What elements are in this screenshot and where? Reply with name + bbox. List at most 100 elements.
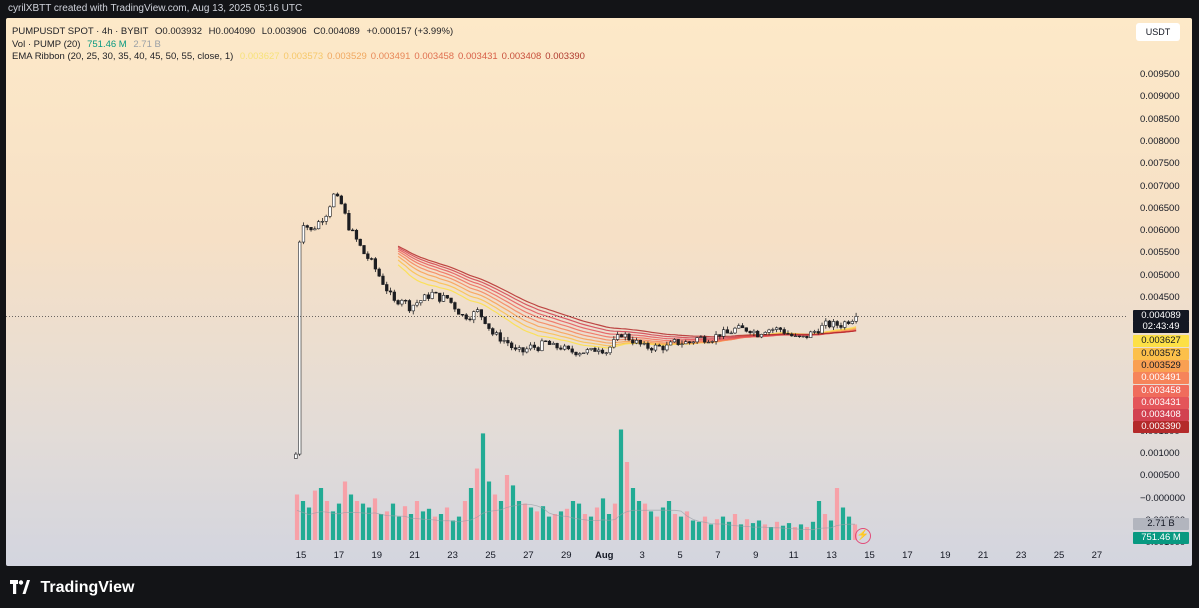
volume-bar [492, 494, 498, 540]
date-tick-label: 25 [1053, 550, 1065, 561]
candle-down [627, 333, 631, 341]
candle-up [653, 344, 658, 351]
volume-tag: 751.46 M [1133, 532, 1189, 544]
candle-down [479, 309, 483, 318]
candle-up [854, 316, 858, 322]
volume-bar [348, 494, 354, 540]
candle-up [812, 331, 817, 333]
candle-down [816, 331, 820, 334]
candle-down [827, 320, 832, 328]
date-tick-label: 13 [826, 550, 837, 561]
price-tick-label: 0.008000 [1140, 135, 1180, 147]
candle-down [396, 300, 400, 305]
candle-up [597, 349, 601, 352]
candle-up [422, 294, 427, 301]
candle-up [680, 343, 684, 345]
candle-up [472, 311, 476, 321]
volume-bar [654, 516, 660, 540]
volume-bar [672, 514, 678, 540]
price-tick-label: 0.009500 [1140, 69, 1180, 80]
candle-up [616, 334, 620, 340]
last-price-tag: 0.004089 [1133, 310, 1189, 323]
price-chart-svg[interactable] [6, 18, 1192, 566]
candle-up [843, 321, 847, 328]
currency-unit-badge[interactable]: USDT [1136, 23, 1180, 41]
volume-bar [408, 514, 414, 540]
candle-down [449, 297, 453, 303]
volume-bar [642, 503, 648, 540]
volume-bar [414, 501, 420, 540]
candle-down [638, 339, 642, 345]
date-tick-label: 27 [1091, 550, 1103, 561]
legend-ema-value: 0.003458 [414, 51, 455, 62]
candle-down [703, 336, 707, 343]
date-tick-label: 23 [447, 550, 458, 561]
candle-down [457, 308, 461, 315]
candle-up [763, 332, 767, 335]
volume-bar [696, 521, 702, 540]
ema-price-tag: 0.003627 [1133, 335, 1189, 348]
legend-ema-value: 0.003390 [545, 51, 585, 62]
candle-up [419, 300, 423, 304]
date-tick-label: Aug [594, 550, 614, 561]
candle-down [790, 333, 794, 337]
volume-bar [678, 516, 684, 540]
legend-ema-value: 0.003529 [327, 51, 367, 62]
volume-bar [708, 524, 714, 540]
legend-line-ema: EMA Ribbon (20, 25, 30, 35, 40, 45, 50, … [12, 51, 593, 62]
volume-bar [510, 485, 516, 540]
candle-up [551, 343, 555, 345]
ema-price-tag: 0.003491 [1133, 372, 1189, 385]
volume-bar [702, 516, 708, 540]
candle-down [354, 229, 359, 240]
footer-brand: TradingView [40, 579, 135, 596]
volume-bar [378, 514, 384, 540]
legend-vol-label: Vol · PUMP (20) [12, 39, 81, 50]
volume-ma-tag: 2.71 B [1133, 518, 1189, 530]
candle-up [669, 341, 673, 346]
candle-down [513, 347, 518, 350]
candle-down [510, 342, 514, 349]
candle-up [672, 339, 677, 343]
chart-frame[interactable]: PUMPUSDT SPOT · 4h · BYBIT O0.003932 H0.… [6, 18, 1192, 566]
candle-down [506, 340, 510, 344]
volume-bar [648, 511, 654, 540]
candle-up [729, 332, 733, 335]
volume-bar [588, 516, 594, 540]
candle-up [721, 329, 726, 337]
volume-bar [498, 501, 504, 540]
legend-high: H0.004090 [208, 26, 256, 37]
date-tick-label: 19 [371, 550, 383, 561]
flash-icon[interactable]: ⚡ [855, 528, 871, 544]
header-bar: cyrilXBTT created with TradingView.com, … [0, 0, 1199, 18]
volume-bar [306, 507, 312, 540]
candle-down [426, 294, 431, 299]
candle-up [525, 348, 529, 353]
candle-down [366, 253, 370, 259]
candle-up [820, 325, 824, 334]
tradingview-logo[interactable]: TradingView [10, 579, 134, 597]
volume-bar [762, 524, 768, 540]
volume-bar [810, 521, 816, 540]
candle-down [362, 245, 366, 255]
candle-down [544, 340, 548, 342]
legend-line-volume: Vol · PUMP (20) 751.46 M 2.71 B [12, 39, 165, 50]
tradingview-logo-icon [10, 580, 30, 594]
candle-down [351, 229, 355, 232]
volume-bar [522, 503, 528, 540]
volume-bar [294, 494, 300, 540]
volume-bar [384, 511, 390, 540]
volume-bar [558, 511, 564, 540]
candle-down [369, 258, 374, 260]
volume-bar [732, 514, 738, 540]
candle-down [434, 291, 438, 294]
candle-down [744, 327, 748, 332]
candle-down [532, 344, 536, 348]
volume-bar [582, 514, 588, 540]
candle-down [619, 334, 624, 338]
price-tick-label: 0.006500 [1140, 202, 1180, 214]
footer: TradingView [0, 566, 1199, 608]
volume-bar [402, 506, 408, 540]
ema-price-tag: 0.003431 [1133, 396, 1189, 409]
volume-bar [486, 481, 492, 540]
